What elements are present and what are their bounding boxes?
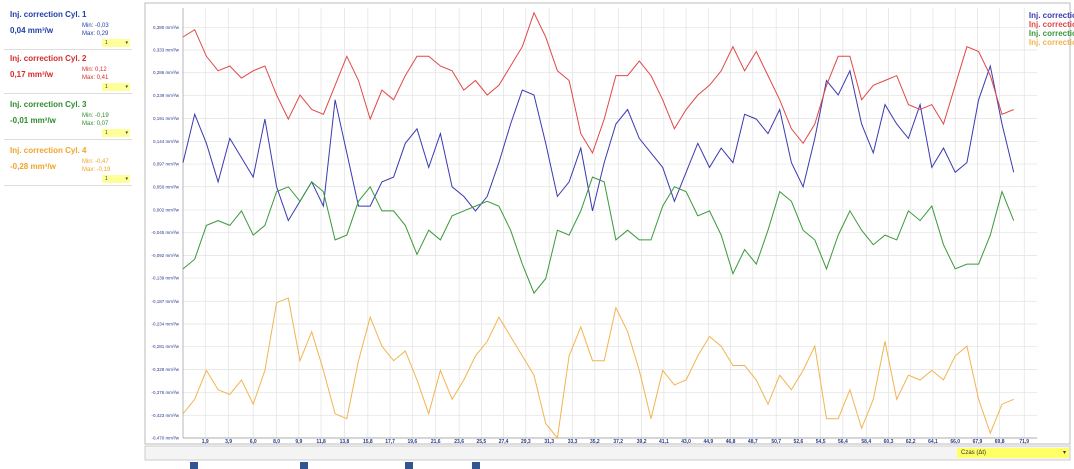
- x-tick-label: 17,7: [385, 439, 395, 445]
- card-title: Inj. correction Cyl. 2: [10, 54, 87, 63]
- series-line: [182, 11, 1014, 155]
- y-tick-label: -0,423 mm³/w: [151, 413, 179, 418]
- x-tick-label: 31,3: [544, 439, 554, 445]
- sensor-card: Inj. correction Cyl. 3 -0,01 mm³/w Min: -0…: [4, 96, 132, 140]
- x-tick-label: 54,5: [816, 439, 826, 445]
- series-line: [182, 64, 1015, 222]
- button[interactable]: [472, 462, 480, 469]
- x-tick-label: 3,9: [225, 439, 232, 445]
- x-tick-label: 56,4: [838, 439, 848, 445]
- chart-frame: [144, 2, 1071, 445]
- sensor-card: Inj. correction Cyl. 1 0,04 mm³/w Min: -0,…: [4, 6, 132, 50]
- x-tick-label: 11,8: [316, 439, 326, 445]
- x-tick-label: 46,8: [726, 439, 736, 445]
- sensor-card: Inj. correction Cyl. 4 -0,28 mm³/w Min: -0…: [4, 142, 132, 186]
- card-min: Min: -0,47: [82, 159, 109, 165]
- x-tick-label: 21,6: [431, 439, 441, 445]
- legend-entry: Inj. correction Cyl. 4: [1029, 38, 1074, 47]
- x-tick-label: 52,6: [794, 439, 804, 445]
- y-tick-label: -0,092 mm³/w: [151, 253, 179, 258]
- x-tick-label: 62,2: [906, 439, 916, 445]
- button[interactable]: [190, 462, 198, 469]
- x-tick-label: 33,3: [568, 439, 578, 445]
- x-tick-label: 43,0: [681, 439, 691, 445]
- time-select[interactable]: Czas (Δt): [957, 448, 1069, 458]
- y-tick-label: -0,281 mm³/w: [151, 344, 179, 349]
- card-max: Max: 0,07: [82, 121, 109, 127]
- x-tick-label: 60,3: [884, 439, 894, 445]
- y-tick-label: -0,376 mm³/w: [151, 390, 179, 395]
- series-line: [182, 176, 1015, 295]
- y-tick-label: 0,191 mm³/w: [153, 116, 180, 121]
- card-min: Min: -0,03: [82, 23, 109, 29]
- x-tick-label: 66,0: [950, 439, 960, 445]
- x-tick-label: 25,5: [476, 439, 486, 445]
- card-title: Inj. correction Cyl. 1: [10, 10, 87, 19]
- y-tick-label: 0,050 mm³/w: [153, 184, 180, 189]
- x-tick-label: 48,7: [748, 439, 758, 445]
- button[interactable]: [405, 462, 413, 469]
- x-tick-label: 69,8: [995, 439, 1005, 445]
- y-tick-label: 0,097 mm³/w: [153, 162, 180, 167]
- y-tick-label: -0,187 mm³/w: [151, 299, 179, 304]
- y-tick-label: -0,234 mm³/w: [151, 321, 179, 326]
- card-value: -0,01 mm³/w: [10, 116, 56, 125]
- card-value: 0,04 mm³/w: [10, 26, 54, 35]
- x-tick-label: 39,2: [637, 439, 647, 445]
- x-tick-label: 8,0: [273, 439, 280, 445]
- scrollbar: [144, 445, 1071, 461]
- card-value: -0,28 mm³/w: [10, 162, 56, 171]
- x-tick-label: 41,1: [659, 439, 669, 445]
- card-max: Max: 0,41: [82, 75, 109, 81]
- x-tick-label: 44,9: [703, 439, 713, 445]
- x-tick-label: 71,9: [1019, 439, 1029, 445]
- card-title: Inj. correction Cyl. 4: [10, 146, 87, 155]
- y-tick-label: 0,286 mm³/w: [153, 70, 180, 75]
- y-tick-label: -0,139 mm³/w: [151, 276, 179, 281]
- card-min: Min: 0,12: [82, 67, 107, 73]
- x-tick-label: 58,4: [861, 439, 871, 445]
- button[interactable]: [300, 462, 308, 469]
- y-tick-label: 0,239 mm³/w: [153, 93, 180, 98]
- x-tick-label: 29,3: [521, 439, 531, 445]
- legend-entry: Inj. correction Cyl. 1: [1029, 11, 1074, 20]
- x-tick-label: 19,6: [407, 439, 417, 445]
- card-title: Inj. correction Cyl. 3: [10, 100, 87, 109]
- y-tick-label: 0,333 mm³/w: [153, 48, 180, 53]
- series-line: [182, 297, 1014, 440]
- x-tick-label: 67,9: [973, 439, 983, 445]
- legend-entry: Inj. correction Cyl. 3: [1029, 29, 1074, 38]
- x-tick-label: 9,9: [295, 439, 302, 445]
- x-tick-label: 6,0: [250, 439, 257, 445]
- card-max: Max: 0,29: [82, 31, 109, 37]
- x-tick-label: 37,2: [613, 439, 623, 445]
- x-tick-label: 50,7: [771, 439, 781, 445]
- card-min: Min: -0,19: [82, 113, 109, 119]
- sensor-card: Inj. correction Cyl. 2 0,17 mm³/w Min: 0,1…: [4, 50, 132, 94]
- legend-entry: Inj. correction Cyl. 2: [1029, 20, 1074, 29]
- x-tick-label: 35,2: [590, 439, 600, 445]
- y-tick-label: -0,045 mm³/w: [151, 230, 179, 235]
- card-max: Max: -0,19: [82, 167, 111, 173]
- card-select[interactable]: 1: [102, 39, 130, 47]
- x-tick-label: 23,6: [454, 439, 464, 445]
- y-tick-label: 0,144 mm³/w: [153, 139, 180, 144]
- card-value: 0,17 mm³/w: [10, 70, 54, 79]
- y-tick-label: 0,380 mm³/w: [153, 25, 180, 30]
- x-tick-label: 64,1: [928, 439, 938, 445]
- card-select[interactable]: 1: [102, 83, 130, 91]
- x-tick-label: 27,4: [499, 439, 509, 445]
- x-tick-label: 15,8: [363, 439, 373, 445]
- x-tick-label: 13,8: [340, 439, 350, 445]
- y-tick-label: -0,470 mm³/w: [151, 436, 179, 441]
- y-tick-label: 0,002 mm³/w: [153, 207, 180, 212]
- card-select[interactable]: 1: [102, 175, 130, 183]
- y-tick-label: -0,328 mm³/w: [151, 367, 179, 372]
- x-tick-label: 1,9: [202, 439, 209, 445]
- card-select[interactable]: 1: [102, 129, 130, 137]
